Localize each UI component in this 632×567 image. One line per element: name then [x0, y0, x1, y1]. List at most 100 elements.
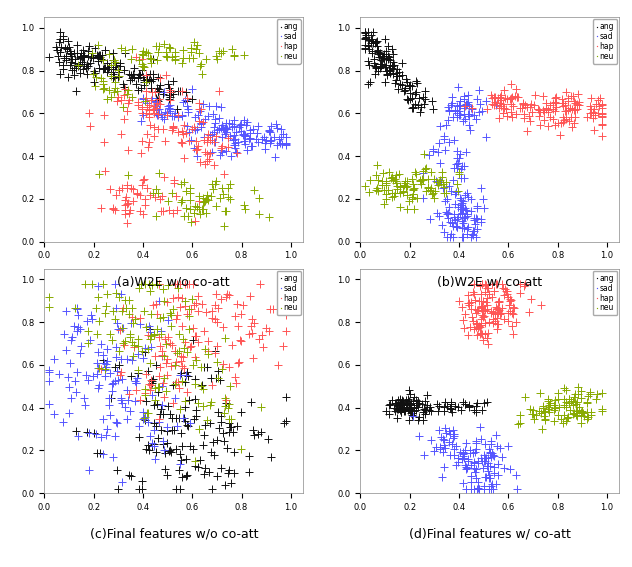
- neu: [540, 408, 547, 414]
- neu: [154, 280, 161, 287]
- sad: [231, 136, 239, 142]
- Legend: ang, sad, hap, neu: ang, sad, hap, neu: [277, 271, 301, 315]
- Line: ang: ang: [361, 28, 437, 116]
- Line: sad: sad: [419, 83, 500, 242]
- sad: [439, 185, 446, 192]
- neu: [152, 185, 159, 192]
- neu: [545, 395, 552, 402]
- hap: [201, 160, 209, 167]
- hap: [132, 53, 140, 60]
- neu: [208, 181, 216, 188]
- neu: [147, 359, 154, 366]
- neu: [420, 167, 427, 174]
- ang: [176, 485, 183, 492]
- hap: [495, 115, 502, 122]
- neu: [143, 409, 151, 416]
- sad: [272, 154, 279, 161]
- hap: [155, 416, 163, 422]
- hap: [490, 102, 498, 109]
- sad: [473, 485, 481, 492]
- Legend: ang, sad, hap, neu: ang, sad, hap, neu: [277, 19, 301, 64]
- neu: [396, 204, 403, 210]
- hap: [205, 338, 212, 345]
- ang: [394, 397, 401, 404]
- sad: [472, 439, 480, 446]
- ang: [208, 485, 216, 492]
- ang: [182, 473, 190, 480]
- hap: [200, 136, 207, 143]
- hap: [123, 219, 131, 226]
- neu: [128, 338, 136, 345]
- hap: [143, 131, 150, 138]
- neu: [382, 191, 390, 198]
- sad: [118, 479, 126, 486]
- ang: [146, 326, 154, 333]
- neu: [110, 57, 118, 64]
- Line: hap: hap: [461, 80, 606, 140]
- neu: [130, 353, 137, 359]
- ang: [178, 442, 185, 449]
- sad: [231, 141, 239, 148]
- Line: hap: hap: [97, 280, 290, 423]
- ang: [78, 52, 85, 59]
- sad: [453, 155, 461, 162]
- Text: (b)W2E w/ co-att: (b)W2E w/ co-att: [437, 276, 542, 289]
- sad: [252, 136, 260, 142]
- Line: hap: hap: [85, 53, 241, 227]
- neu: [199, 402, 207, 409]
- neu: [599, 405, 606, 412]
- sad: [46, 378, 53, 384]
- Text: (d)Final features w/ co-att: (d)Final features w/ co-att: [409, 527, 571, 540]
- Line: neu: neu: [74, 37, 274, 230]
- neu: [420, 151, 428, 158]
- Text: (c)Final features w/o co-att: (c)Final features w/o co-att: [90, 527, 258, 540]
- sad: [277, 140, 284, 147]
- neu: [372, 171, 380, 178]
- Line: neu: neu: [514, 382, 606, 434]
- sad: [439, 222, 446, 229]
- ang: [421, 405, 428, 412]
- sad: [97, 434, 104, 441]
- sad: [478, 458, 485, 464]
- ang: [389, 65, 396, 71]
- sad: [197, 120, 205, 126]
- hap: [599, 132, 606, 139]
- Text: (a)W2E w/o co-att: (a)W2E w/o co-att: [118, 276, 230, 289]
- ang: [412, 78, 420, 84]
- ang: [406, 387, 413, 393]
- ang: [421, 95, 428, 102]
- ang: [149, 376, 157, 383]
- hap: [485, 340, 492, 347]
- ang: [159, 90, 167, 97]
- sad: [46, 369, 53, 375]
- sad: [444, 210, 451, 217]
- hap: [494, 310, 501, 316]
- ang: [197, 456, 204, 463]
- hap: [497, 96, 504, 103]
- neu: [191, 458, 198, 464]
- Line: ang: ang: [45, 28, 196, 113]
- neu: [422, 188, 429, 194]
- Legend: ang, sad, hap, neu: ang, sad, hap, neu: [593, 19, 617, 64]
- hap: [583, 113, 591, 120]
- neu: [516, 412, 524, 418]
- Line: ang: ang: [382, 386, 491, 425]
- Line: hap: hap: [454, 280, 545, 348]
- sad: [446, 431, 454, 438]
- ang: [97, 56, 105, 62]
- ang: [79, 54, 87, 61]
- sad: [466, 450, 473, 456]
- sad: [173, 422, 181, 429]
- hap: [190, 280, 197, 287]
- neu: [380, 187, 388, 194]
- sad: [480, 483, 487, 490]
- sad: [459, 234, 467, 241]
- ang: [172, 446, 179, 452]
- neu: [578, 387, 585, 394]
- hap: [112, 192, 119, 198]
- sad: [89, 373, 97, 379]
- ang: [403, 401, 411, 408]
- ang: [396, 395, 404, 402]
- Line: sad: sad: [410, 412, 521, 493]
- ang: [164, 402, 172, 409]
